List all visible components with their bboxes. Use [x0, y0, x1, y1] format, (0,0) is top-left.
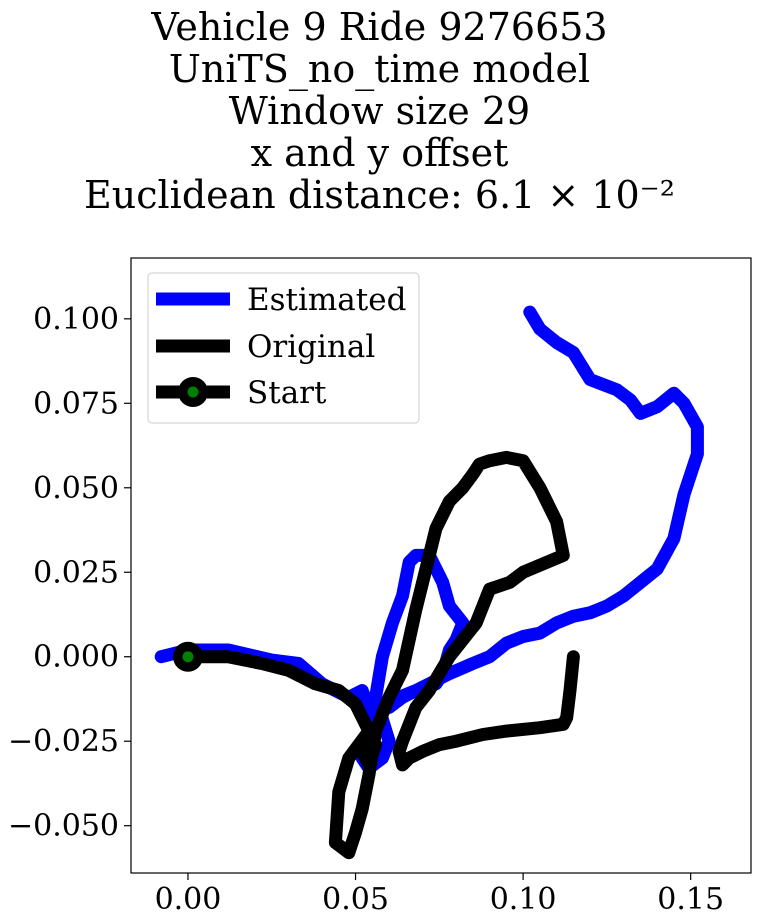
title-line-1: Vehicle 9 Ride 9276653: [151, 5, 608, 49]
y-tick-label: 0.075: [33, 386, 119, 421]
legend-label-start: Start: [247, 375, 327, 411]
x-tick-label: 0.05: [322, 882, 389, 917]
y-tick-label: −0.025: [8, 724, 119, 759]
x-tick-label: 0.10: [490, 882, 557, 917]
y-tick-label: 0.050: [33, 471, 119, 506]
plot-frame: [130, 257, 752, 874]
legend-start-marker-dot: [187, 386, 199, 398]
legend: Estimated Original Start: [147, 272, 420, 424]
start-marker-dot: [182, 651, 194, 663]
legend-label-original: Original: [247, 329, 375, 365]
y-tick-label: 0.100: [33, 302, 119, 337]
y-tick-label: 0.000: [33, 640, 119, 675]
title-line-2: UniTS_no_time model: [168, 47, 591, 91]
series-layer: [154, 305, 704, 860]
title-line-4: x and y offset: [250, 131, 509, 175]
series-line-original: [181, 450, 580, 860]
x-tick-label: 0.15: [657, 882, 724, 917]
x-tick-label: 0.00: [155, 882, 222, 917]
title-line-5: Euclidean distance: 6.1 × 10⁻²: [84, 173, 675, 217]
y-tick-label: 0.025: [33, 555, 119, 590]
tick-layer: 0.00 0.05 0.10 0.15 −0.050 −0.025 0.000 0.025 0.…: [8, 302, 724, 917]
y-tick-label: −0.050: [8, 809, 119, 844]
title-line-3: Window size 29: [228, 89, 531, 133]
legend-label-estimated: Estimated: [247, 282, 406, 318]
